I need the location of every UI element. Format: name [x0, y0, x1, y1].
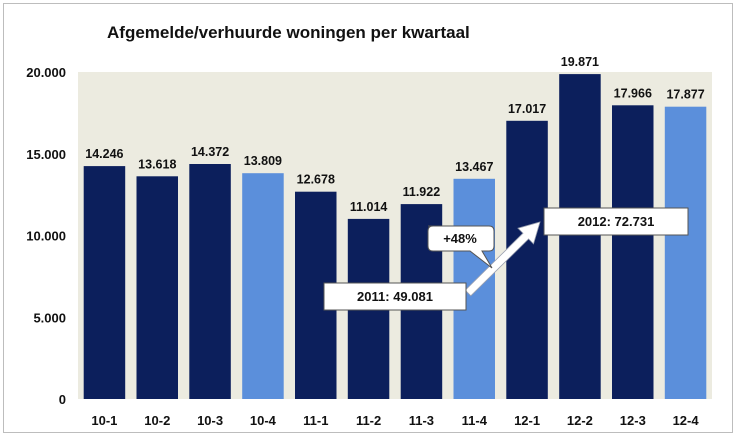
- data-label-12-3: 17.966: [614, 86, 652, 100]
- bar-12-4: [664, 106, 707, 399]
- data-label-11-3: 11.922: [403, 185, 441, 199]
- x-axis: 10-1 10-2 10-3 10-4 11-1 11-2 11-3 11-4 12-1 12-2…: [91, 413, 699, 428]
- total-2012-box: [543, 207, 689, 236]
- x-tick-12-4: 12-4: [673, 413, 700, 428]
- data-label-10-1: 14.246: [85, 147, 123, 161]
- x-tick-12-2: 12-2: [567, 413, 593, 428]
- data-label-10-4: 13.809: [244, 154, 282, 168]
- x-tick-10-1: 10-1: [91, 413, 117, 428]
- bar-12-3: [612, 105, 654, 400]
- chart-title: Afgemelde/verhuurde woningen per kwartaa…: [107, 23, 470, 42]
- bar-10-3: [189, 164, 231, 399]
- growth-label: +48%: [443, 231, 477, 246]
- y-axis: 0 5.000 10.000 15.000 20.000: [26, 65, 66, 407]
- total-2012-label: 2012: 72.731: [578, 214, 655, 229]
- x-tick-12-1: 12-1: [514, 413, 540, 428]
- data-labels-group: 14.246 13.618 14.372 13.809 12.678 11.014 11.9…: [85, 55, 704, 214]
- x-tick-11-3: 11-3: [409, 413, 434, 428]
- x-tick-10-2: 10-2: [144, 413, 170, 428]
- x-tick-10-3: 10-3: [197, 413, 223, 428]
- annotations-group: 2011: 49.081 2012: 72.731 +48%: [323, 207, 689, 311]
- growth-arrow-icon: [464, 221, 541, 297]
- total-2011-box: [323, 282, 467, 311]
- y-tick-4: 20.000: [26, 65, 66, 80]
- data-label-12-4: 17.877: [666, 88, 704, 102]
- y-tick-3: 15.000: [26, 147, 66, 162]
- bar-10-2: [136, 176, 178, 399]
- data-label-11-4: 13.467: [455, 160, 493, 174]
- data-label-11-2: 11.014: [350, 200, 388, 214]
- data-label-10-3: 14.372: [191, 145, 229, 159]
- x-tick-12-3: 12-3: [620, 413, 646, 428]
- bar-12-2: [559, 74, 601, 399]
- x-tick-11-2: 11-2: [356, 413, 381, 428]
- bar-12-1: [506, 120, 548, 400]
- x-tick-10-4: 10-4: [250, 413, 277, 428]
- data-label-11-1: 12.678: [297, 173, 335, 187]
- bar-10-1: [83, 166, 126, 399]
- y-tick-0: 0: [59, 392, 66, 407]
- data-label-12-1: 17.017: [508, 102, 546, 116]
- y-tick-1: 5.000: [33, 310, 66, 325]
- x-tick-11-1: 11-1: [303, 413, 328, 428]
- data-label-10-2: 13.618: [138, 157, 176, 171]
- x-tick-11-4: 11-4: [462, 413, 488, 428]
- y-tick-2: 10.000: [26, 229, 66, 244]
- bar-10-4: [242, 173, 284, 399]
- data-label-12-2: 19.871: [561, 55, 599, 69]
- total-2011-label: 2011: 49.081: [357, 289, 433, 304]
- growth-callout: [427, 225, 495, 269]
